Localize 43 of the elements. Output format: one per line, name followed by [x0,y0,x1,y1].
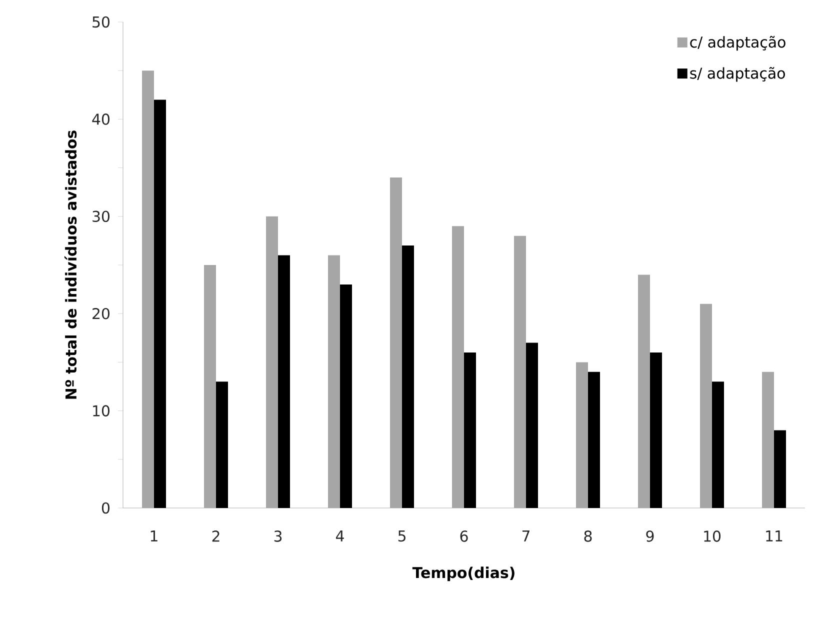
y-tick-label: 30 [92,210,110,222]
bar [514,236,526,508]
x-tick-label: 5 [398,530,406,542]
bar [340,284,352,508]
x-axis-title: Tempo(dias) [412,566,514,582]
x-tick-label: 4 [336,530,344,542]
bar [700,304,712,508]
y-tick-label: 40 [92,114,110,125]
x-tick-label: 10 [704,530,721,542]
bar [588,372,600,508]
bar [142,70,154,508]
bar [464,352,476,508]
bar [154,100,166,508]
bar [390,178,402,508]
x-tick-label: 11 [766,530,782,542]
bar [266,216,278,508]
bar [216,382,228,508]
y-tick-label: 0 [102,502,110,514]
x-tick-label: 6 [460,530,468,542]
y-tick-label: 10 [93,405,110,416]
bar [328,255,340,508]
bar [650,352,662,508]
bar [762,372,774,508]
legend-label: c/ adaptação [690,36,786,51]
bar [452,226,464,508]
legend-label: s/ adaptação [690,66,785,82]
x-tick-label: 7 [522,530,530,542]
bar [402,246,414,508]
bar [576,362,588,508]
bar [638,274,650,508]
x-tick-label: 9 [646,530,654,542]
bar [526,342,538,508]
bar [204,265,216,508]
x-tick-label: 2 [212,530,220,542]
bar [278,255,290,508]
bar [774,430,786,508]
y-tick-label: 20 [92,308,110,320]
x-tick-label: 3 [274,530,282,542]
x-tick-label: 1 [150,530,158,542]
y-tick-label: 50 [92,16,110,28]
x-tick-label: 8 [584,530,592,542]
bar [712,382,724,508]
y-axis-title: Nº total de indivíduos avistados [64,130,77,399]
